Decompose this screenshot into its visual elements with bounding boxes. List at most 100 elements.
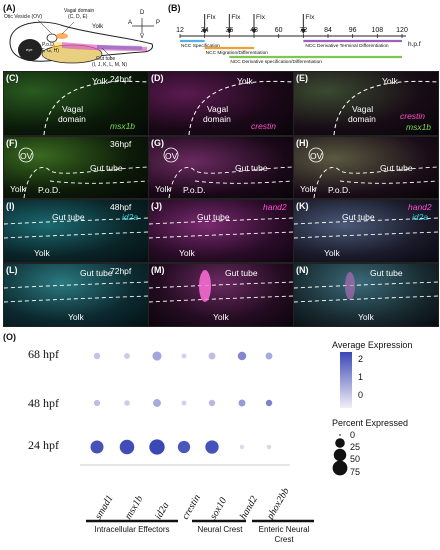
timeline-tick-label: 96	[349, 27, 357, 34]
gut-tube-label: Gut tube	[80, 268, 113, 278]
fix-label: FIx	[305, 14, 315, 21]
timepoint-label: 36hpf	[110, 139, 132, 149]
dot-smad1-1	[93, 399, 101, 407]
gene-label: crestin	[400, 111, 426, 121]
legend-avg-title: Average Expression	[332, 340, 413, 350]
dot-phox2bb-2	[266, 444, 272, 450]
dot-sox10-2	[205, 440, 219, 454]
panel-label-c: (C)	[6, 73, 19, 83]
gene-label: hand2	[263, 202, 287, 212]
axis-v: V	[140, 34, 145, 40]
vagal-domain-label: domain	[203, 114, 231, 124]
panel-outline	[294, 217, 438, 239]
dot-smad1-0	[93, 352, 101, 360]
dot-sox10-1	[208, 399, 216, 407]
yolk-label: Yolk	[213, 312, 229, 322]
yolk-label: Yolk	[92, 76, 108, 86]
gut-label: Gut tube	[96, 56, 116, 62]
legend-avg-tick-2: 2	[358, 354, 364, 364]
legend-pct-title: Percent Expressed	[332, 418, 409, 428]
dot-id2a-1	[153, 399, 161, 407]
pod-label: P.o.D.	[328, 185, 351, 195]
gene-label: hand2	[408, 202, 432, 212]
timeline-bar-label: NCC Derivative specification/Differentia…	[230, 59, 322, 65]
gut-panels: (I, J, K, L, M, N)	[92, 62, 128, 68]
timeline-bar-label: NCC Migration/Differentiation	[206, 50, 269, 56]
yolk-label: Yolk	[68, 312, 84, 322]
panel-outline	[4, 217, 148, 239]
gut-tube-label: Gut tube	[370, 268, 403, 278]
gut-tube-label: Gut tube	[235, 163, 268, 173]
legend-pct-50: 50	[350, 454, 361, 464]
group-label-effectors: Intracellular Effectors	[94, 525, 170, 534]
fix-arrow-head	[251, 29, 257, 34]
gut-tube-label: Gut tube	[342, 212, 375, 222]
yolk-label: Yolk	[92, 24, 104, 30]
panel-outline	[163, 147, 293, 198]
panel-label-l: (L)	[6, 265, 18, 275]
fix-label: FIx	[207, 14, 217, 21]
fix-arrow-head	[300, 29, 306, 34]
yolk-label: Yolk	[10, 184, 26, 194]
legend-dot-0	[339, 434, 341, 436]
legend-dot-75	[332, 460, 348, 476]
yolk-label: Yolk	[179, 248, 195, 258]
fix-arrow-head	[202, 29, 208, 34]
micrograph-panel-h: (H) Yolk OV P.o.D. Gut tube	[293, 136, 439, 199]
panel-label-g: (G)	[151, 138, 164, 148]
vagal-domain-label: domain	[58, 114, 86, 124]
fix-label: FIx	[231, 14, 241, 21]
row-label-68: 68 hpf	[28, 347, 59, 361]
panel-label-k: (K)	[296, 201, 309, 211]
micrograph-panel-f: (F) 36hpf Yolk OV P.o.D. Gut tube	[3, 136, 149, 199]
legend-pct-25: 25	[350, 442, 361, 452]
panel-label-h: (H)	[296, 138, 309, 148]
vagal-label: Vagal domain	[64, 8, 95, 14]
micrograph-panel-n: (N) Yolk Gut tube	[293, 263, 439, 327]
micrograph-panel-k: (K) Yolk Gut tube hand2 id2a	[293, 199, 439, 263]
dot-id2a-0	[152, 351, 162, 361]
ov-label: Otic Vesicle (OV)	[4, 14, 43, 20]
dot-smad1-2	[90, 440, 104, 454]
panel-outline	[294, 272, 438, 303]
dot-phox2bb-1	[265, 399, 273, 407]
micrograph-panel-g: (G) Yolk OV P.o.D. Gut tube	[148, 136, 294, 199]
dot-sox10-0	[208, 352, 216, 360]
row-label-24: 24 hpf	[28, 438, 59, 452]
timeline-tick-label: 108	[371, 27, 383, 34]
yolk-label: Yolk	[300, 184, 316, 194]
dot-msx1b-1	[124, 400, 130, 406]
group-label-enteric: Enteric Neural Crest	[258, 525, 310, 544]
pod-label: P.o.D.	[42, 42, 56, 48]
fix-arrow-head	[226, 29, 232, 34]
dot-id2a-2	[149, 439, 165, 455]
axis-a: A	[128, 20, 133, 26]
pod-panels: (F, G, H)	[40, 48, 59, 54]
panel-outline	[149, 217, 293, 239]
embryo-schematic	[9, 18, 154, 64]
micrograph-panel-l: (L) 72hpf Yolk Gut tube	[3, 263, 149, 327]
yolk-label: Yolk	[324, 248, 340, 258]
timeline-tick-label: 84	[324, 27, 332, 34]
timeline-bar-label: NCC Specification	[181, 43, 220, 49]
vagal-domain-label: Vagal	[207, 104, 229, 114]
micrograph-panel-i: (I) 48hpf Yolk Gut tube id2a	[3, 199, 149, 263]
dot-crestin-1	[181, 400, 187, 406]
yolk-label: Yolk	[237, 76, 253, 86]
gene-label: id2a	[412, 212, 429, 222]
panel-label-o: (O)	[3, 332, 16, 342]
pod-label: P.o.D.	[183, 185, 206, 195]
legend-dot-25	[335, 438, 345, 448]
ov-label: OV	[165, 151, 178, 161]
yolk-label: Yolk	[34, 248, 50, 258]
fix-label: FIx	[256, 14, 266, 21]
dot-crestin-2	[177, 440, 191, 454]
gut-tube-label: Gut tube	[380, 163, 413, 173]
panel-outline	[149, 270, 293, 303]
panel-label-m: (M)	[151, 265, 165, 275]
panel-label-f: (F)	[6, 138, 18, 148]
legend-pct-0: 0	[350, 430, 356, 440]
dot-msx1b-2	[119, 439, 135, 455]
gut-tube-label: Gut tube	[197, 212, 230, 222]
legend-avg-tick-0: 0	[358, 390, 364, 400]
